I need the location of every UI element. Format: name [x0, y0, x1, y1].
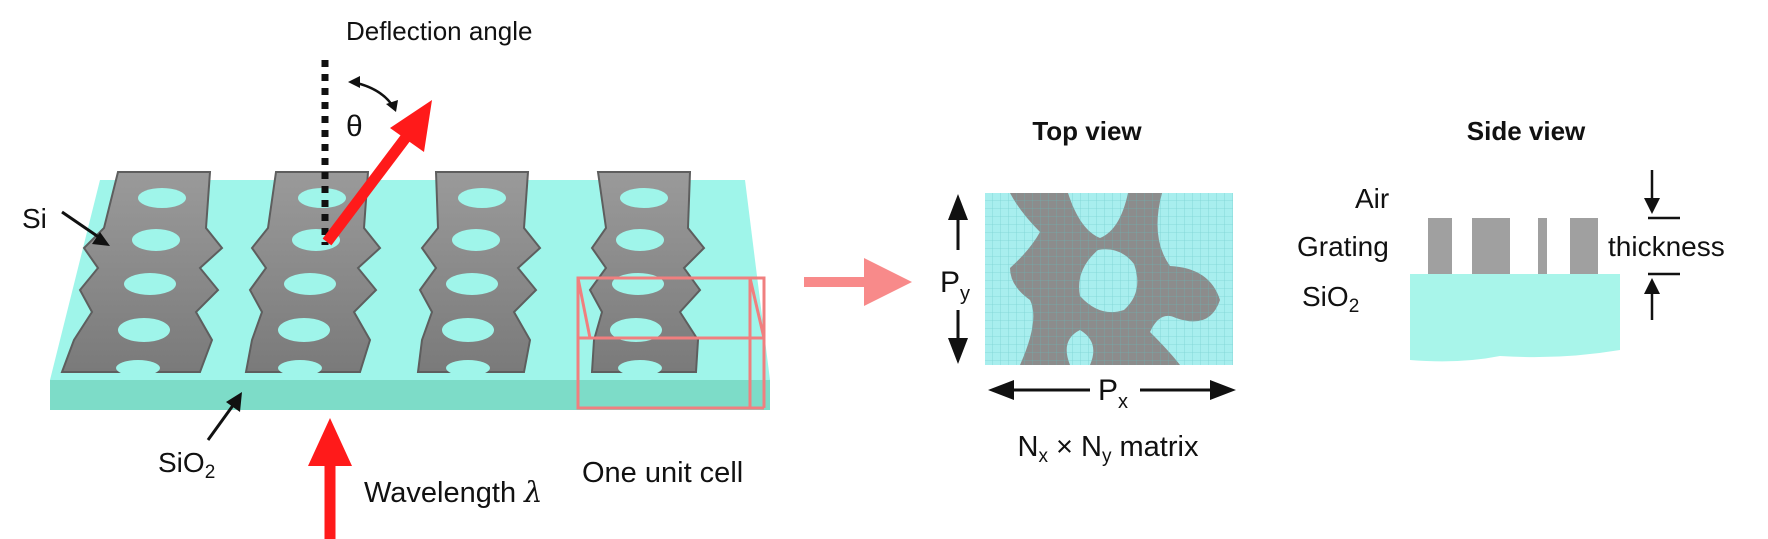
label-thickness: thickness [1608, 231, 1725, 262]
side-view-substrate [1410, 274, 1620, 362]
substrate-top [50, 180, 770, 380]
thickness-indicator-icon [1644, 170, 1680, 320]
label-py: Py [940, 266, 970, 305]
label-theta: θ [346, 110, 363, 143]
label-unit-cell: One unit cell [582, 457, 743, 489]
substrate-front [50, 380, 770, 410]
si-pointer-icon [61, 210, 110, 246]
top-view-grid [985, 193, 1233, 365]
label-wavelength: Wavelength λ [364, 475, 543, 509]
side-view-panel: Side view Air Grating SiO2 thickness [1297, 116, 1725, 362]
py-arrow-icon [948, 194, 968, 364]
deflected-arrow-icon [322, 100, 432, 246]
theta-angle-arc-icon [348, 76, 398, 112]
sio2-pointer-icon [206, 392, 242, 441]
grating-column-1 [60, 171, 224, 376]
side-view-title: Side view [1467, 116, 1586, 146]
device-3d: Deflection angle θ Si SiO2 Wavelength λ … [22, 16, 770, 539]
label-sio2-side: SiO2 [1302, 281, 1359, 317]
label-matrix: Nx × Ny matrix [1018, 431, 1199, 467]
label-sio2-left: SiO2 [158, 447, 215, 483]
label-grating: Grating [1297, 231, 1389, 262]
px-arrow-icon [988, 380, 1236, 400]
label-px: Px [1098, 374, 1128, 413]
top-view-title: Top view [1032, 116, 1142, 146]
top-view-panel: Top view Py Px Nx × Ny matrix [940, 116, 1236, 467]
label-deflection-angle: Deflection angle [346, 16, 532, 46]
unit-cell-box [576, 276, 766, 410]
transfer-arrow-icon [804, 258, 912, 306]
grating-column-3 [416, 171, 542, 376]
grating-column-4 [588, 171, 706, 376]
incident-arrow-icon [308, 418, 352, 539]
side-view-grating [1428, 218, 1598, 274]
label-si: Si [22, 203, 47, 234]
label-air: Air [1355, 183, 1389, 214]
